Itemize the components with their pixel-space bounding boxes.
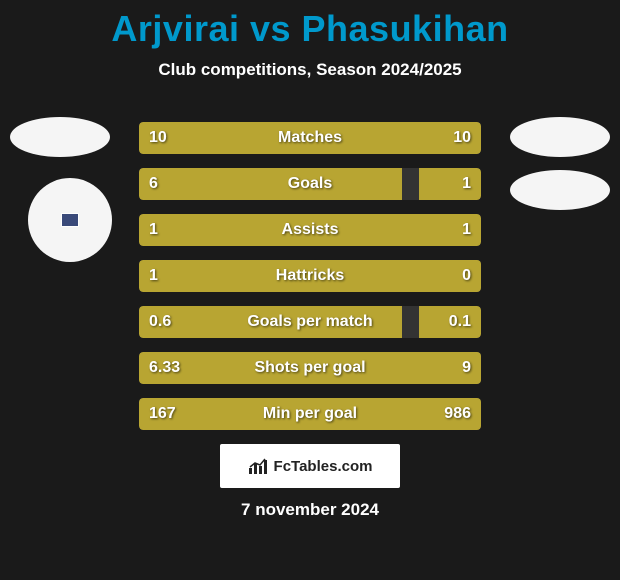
team-left-badge-2 [28,178,112,262]
stat-row: 6 Goals 1 [139,168,481,200]
stat-left-value: 167 [149,405,176,423]
stat-label: Hattricks [276,267,344,285]
stat-row: 10 Matches 10 [139,122,481,154]
stat-label: Shots per goal [254,359,365,377]
team-right-badge-2 [510,170,610,210]
bar-fill-left [139,168,402,200]
stat-right-value: 9 [462,359,471,377]
stat-label: Min per goal [263,405,357,423]
page-title: Arjvirai vs Phasukihan [0,0,620,50]
stat-label: Matches [278,129,342,147]
stat-left-value: 6 [149,175,158,193]
team-left-badge-1 [10,117,110,157]
stat-left-value: 1 [149,267,158,285]
stat-right-value: 1 [462,175,471,193]
stat-row: 1 Assists 1 [139,214,481,246]
team-right-badge-1 [510,117,610,157]
stat-row: 1 Hattricks 0 [139,260,481,292]
stat-right-value: 0 [462,267,471,285]
stat-row: 0.6 Goals per match 0.1 [139,306,481,338]
stat-label: Goals [288,175,332,193]
stat-right-value: 986 [444,405,471,423]
footer-date: 7 november 2024 [241,500,379,520]
bar-fill-right [419,168,481,200]
stat-label: Goals per match [247,313,372,331]
stat-right-value: 0.1 [449,313,471,331]
footer-logo: FcTables.com [220,444,400,488]
stat-label: Assists [282,221,339,239]
stat-row: 167 Min per goal 986 [139,398,481,430]
comparison-bars: 10 Matches 10 6 Goals 1 1 Assists 1 1 Hattricks 0 0.… [139,122,481,444]
stat-left-value: 1 [149,221,158,239]
stat-row: 6.33 Shots per goal 9 [139,352,481,384]
page-subtitle: Club competitions, Season 2024/2025 [0,60,620,80]
stat-right-value: 1 [462,221,471,239]
stat-left-value: 10 [149,129,167,147]
stat-right-value: 10 [453,129,471,147]
stat-left-value: 0.6 [149,313,171,331]
chart-icon [248,457,270,475]
stat-left-value: 6.33 [149,359,180,377]
footer-logo-text: FcTables.com [274,458,373,475]
